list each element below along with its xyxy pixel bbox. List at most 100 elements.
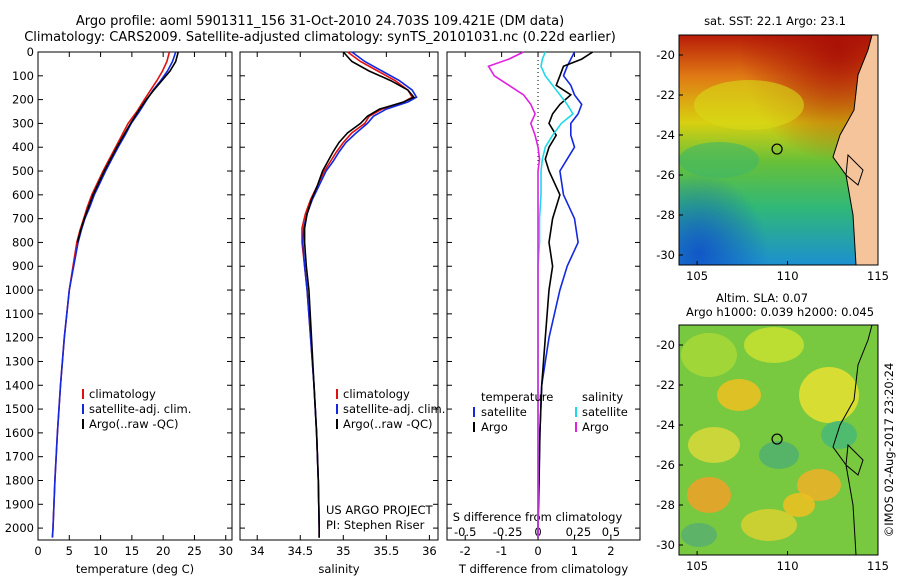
shark-bay-outline: [845, 153, 864, 186]
salinity-diff-tick-label: 0.5: [602, 525, 620, 539]
sla-anomaly-patch: [797, 469, 841, 501]
sst-map-xtick-label: 110: [777, 269, 799, 283]
imos-timestamp: ©IMOS 02-Aug-2017 23:20:24: [882, 363, 896, 538]
legend-label: satellite: [481, 405, 527, 419]
float-position-marker: [771, 433, 783, 445]
difference-frame: [446, 51, 641, 541]
salinity-xtick-label: 35: [336, 544, 351, 558]
sst-map-ytick-label: -20: [656, 48, 675, 62]
sst-map-ytick-label: -24: [656, 128, 675, 142]
difference-xtick-label: 0: [534, 544, 541, 558]
salinity-series-line: [303, 51, 416, 538]
depth-tick-label: 100: [12, 69, 34, 83]
sla-anomaly-patch: [783, 493, 815, 517]
temperature-panel: 0 5 10 15 20 25 300100200300400500600700800900…: [5, 45, 233, 576]
difference-xtick-label: 1: [571, 544, 578, 558]
depth-tick-label: 1400: [5, 378, 34, 392]
sla-map-ytick-label: -30: [656, 538, 675, 552]
sla-anomaly-patch: [688, 427, 740, 463]
temperature-legend-label: satellite-adj. clim.: [89, 402, 191, 416]
temperature-legend-label: Argo(..raw -QC): [89, 417, 179, 431]
project-annotation: PI: Stephen Riser: [326, 518, 425, 532]
salinity-diff-tick-label: -0.25: [493, 525, 523, 539]
temperature-xtick-label: 30: [218, 544, 233, 558]
depth-tick-label: 1200: [5, 331, 34, 345]
sla-anomaly-patch: [821, 421, 857, 449]
figure-title-line1: Argo profile: aoml 5901311_156 31-Oct-20…: [75, 14, 565, 29]
temperature-series-line: [51, 51, 177, 538]
salinity-xtick-label: 36: [422, 544, 437, 558]
temperature-xtick-label: 10: [93, 544, 108, 558]
depth-tick-label: 2000: [5, 521, 34, 535]
sla-map-xtick-label: 115: [867, 559, 889, 573]
sla-map-ytick-label: -28: [656, 498, 675, 512]
depth-tick-label: 700: [12, 212, 34, 226]
temperature-xtick-label: 15: [125, 544, 140, 558]
depth-tick-label: 1300: [5, 354, 34, 368]
temperature-xtick-label: 5: [66, 544, 73, 558]
sla-anomaly-patch: [759, 441, 799, 469]
sla-map-title-line1: Altim. SLA: 0.07: [716, 291, 808, 305]
depth-tick-label: 200: [12, 93, 34, 107]
salinity-xlabel: salinity: [318, 562, 359, 576]
float-position-marker: [771, 143, 783, 155]
depth-tick-label: 900: [12, 259, 34, 273]
sst-map-ytick-label: -28: [656, 208, 675, 222]
sla-anomaly-patch: [687, 477, 731, 513]
sst-map-ytick-label: -22: [656, 88, 675, 102]
salinity-legend-label: Argo(..raw -QC): [343, 417, 433, 431]
sla-map-frame: [678, 324, 879, 556]
depth-tick-label: 800: [12, 235, 34, 249]
salinity-xtick-label: 34: [250, 544, 265, 558]
temperature-frame: [37, 51, 233, 541]
salinity-diff-tick-label: 0.25: [566, 525, 592, 539]
sst-map-ytick-label: -26: [656, 168, 675, 182]
sst-map-xtick-label: 115: [867, 269, 889, 283]
sla-map-ytick-label: -22: [656, 378, 675, 392]
difference-series-line: [487, 51, 541, 538]
temperature-xtick-label: 20: [156, 544, 171, 558]
salinity-diff-tick-label: -0.5: [454, 525, 476, 539]
sla-anomaly-patch: [717, 379, 761, 411]
depth-tick-label: 500: [12, 164, 34, 178]
salinity-legend-label: climatology: [343, 387, 410, 401]
temperature-xlabel: temperature (deg C): [76, 562, 194, 576]
legend-temperature-title: temperature: [481, 390, 553, 404]
sla-anomaly-patch: [799, 367, 859, 423]
sla-anomaly-patch: [681, 333, 737, 377]
legend-label: Argo: [582, 420, 609, 434]
sla-map-ytick-label: -20: [656, 338, 675, 352]
difference-panel: -2 -1 0 1 2 T difference from climatology -0.5…: [446, 51, 641, 576]
legend-salinity-title: salinity: [582, 390, 623, 404]
figure-title-line2: Climatology: CARS2009. Satellite-adjuste…: [24, 30, 616, 45]
salinity-legend-label: satellite-adj. clim.: [343, 402, 445, 416]
depth-tick-label: 1900: [5, 497, 34, 511]
difference-xtick-label: -1: [496, 544, 507, 558]
legend-label: satellite: [582, 405, 628, 419]
sla-anomaly-patch: [681, 523, 717, 547]
depth-tick-label: 1000: [5, 283, 34, 297]
depth-tick-label: 1600: [5, 426, 34, 440]
depth-tick-label: 1800: [5, 473, 34, 487]
temperature-xtick-label: 25: [187, 544, 202, 558]
salinity-xtick-label: 34.5: [287, 544, 313, 558]
difference-xtick-label: -2: [459, 544, 470, 558]
depth-tick-label: 0: [27, 45, 34, 59]
sla-map-ytick-label: -26: [656, 458, 675, 472]
sst-map-title: sat. SST: 22.1 Argo: 23.1: [704, 14, 846, 28]
shark-bay-outline: [845, 443, 864, 476]
difference-xtick-label: 2: [607, 544, 614, 558]
salinity-xtick-label: 35.5: [374, 544, 400, 558]
sst-patch: [694, 80, 804, 130]
sla-map-xtick-label: 110: [777, 559, 799, 573]
sla-map-title-line2: Argo h1000: 0.039 h2000: 0.045: [686, 305, 874, 319]
temperature-series-line: [76, 51, 179, 243]
sla-map-xtick-label: 105: [686, 559, 708, 573]
sst-map-frame: [678, 34, 879, 266]
difference-series-line: [537, 51, 594, 538]
depth-tick-label: 1100: [5, 307, 34, 321]
temperature-xtick-label: 0: [34, 544, 41, 558]
depth-tick-label: 600: [12, 188, 34, 202]
coastline: [832, 35, 878, 265]
